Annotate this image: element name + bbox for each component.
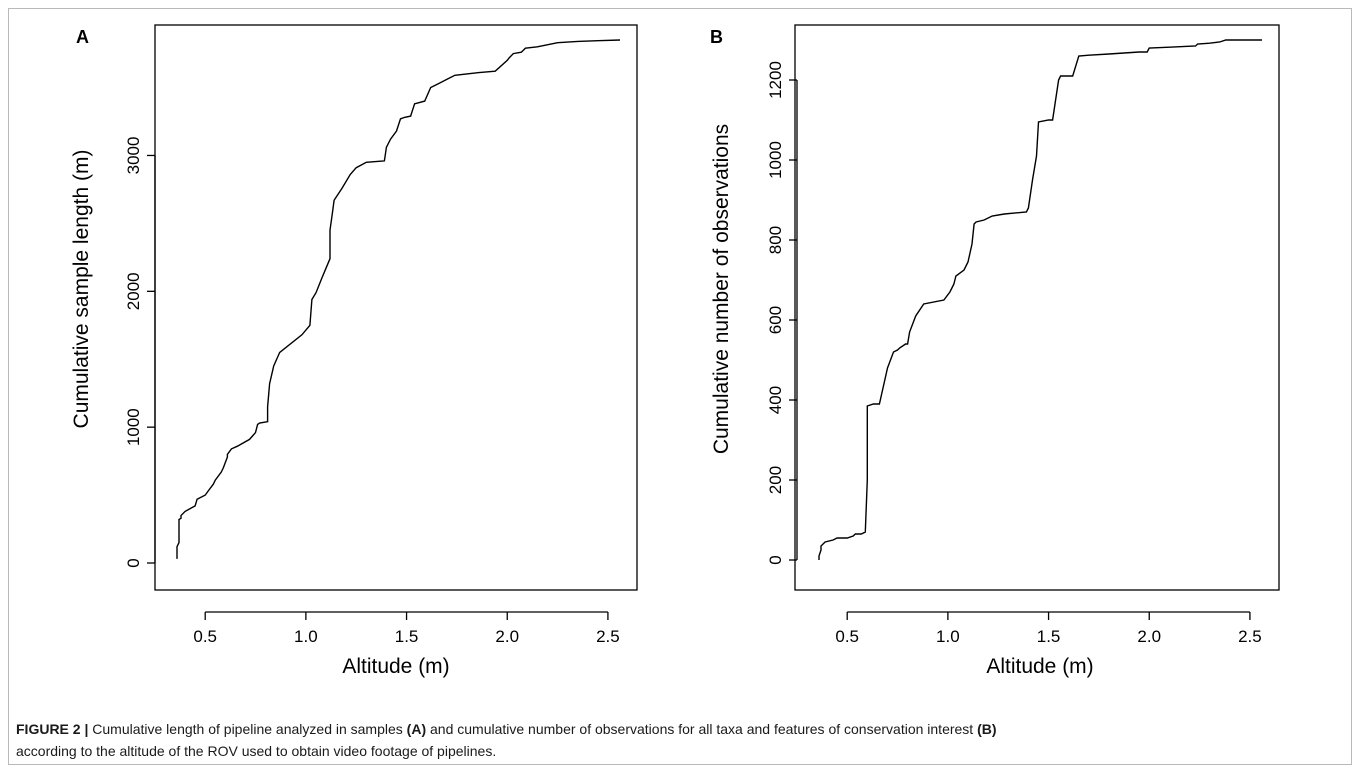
y-tick-label: 1000 (124, 408, 143, 446)
panel-a: A 0.5 1.0 1.5 2.0 2.5 0 1000 2000 3000 Altitude… (70, 24, 638, 678)
figure-frame (8, 8, 1352, 765)
panel-a-letter: A (76, 27, 89, 47)
caption-text-2: and cumulative number of observations fo… (426, 721, 978, 737)
panel-a-y-axis-label: Cumulative sample length (m) (70, 150, 93, 429)
y-tick-label: 3000 (124, 137, 143, 175)
panel-b-x-axis-label: Altitude (m) (986, 655, 1093, 678)
panel-b-series-group (818, 39, 1262, 560)
y-tick-label: 600 (766, 306, 785, 334)
y-tick-label: 1000 (766, 141, 785, 179)
x-tick-label: 2.0 (1137, 627, 1161, 646)
y-tick-label: 2000 (124, 272, 143, 310)
y-tick-label: 0 (766, 555, 785, 564)
panel-b: B 0.5 1.0 1.5 2.0 2.5 020040060080010001200 … (710, 24, 1280, 678)
x-tick-label: 1.0 (936, 627, 960, 646)
x-tick-label: 2.0 (495, 627, 519, 646)
caption-text-1: Cumulative length of pipeline analyzed i… (88, 721, 407, 737)
panel-b-series-line (818, 39, 1262, 560)
figure-caption: FIGURE 2 | Cumulative length of pipeline… (16, 718, 1336, 762)
y-tick-label: 1200 (766, 61, 785, 99)
panel-a-y-axis: 0 1000 2000 3000 (124, 137, 156, 568)
x-tick-label: 1.5 (1037, 627, 1061, 646)
x-tick-label: 0.5 (835, 627, 859, 646)
caption-ref-b: (B) (977, 721, 997, 737)
x-tick-label: 1.5 (395, 627, 419, 646)
x-tick-label: 2.5 (1238, 627, 1262, 646)
y-tick-label: 400 (766, 386, 785, 414)
panel-b-y-axis: 0 200 400 600 800 1000 1200 (766, 61, 798, 565)
y-tick-label: 800 (766, 226, 785, 254)
panel-a-series-line (176, 39, 621, 559)
y-tick-label: 200 (766, 466, 785, 494)
panel-b-y-axis-label: Cumulative number of observations (710, 124, 733, 454)
caption-ref-a: (A) (406, 721, 427, 737)
panel-b-plot-box (794, 24, 1280, 591)
panel-a-x-axis-label: Altitude (m) (342, 655, 449, 678)
panel-b-letter: B (710, 27, 723, 47)
panel-a-x-axis: 0.5 1.0 1.5 2.0 2.5 (193, 611, 620, 646)
caption-text-3: according to the altitude of the ROV use… (16, 743, 497, 759)
x-tick-label: 1.0 (294, 627, 318, 646)
panel-b-x-axis: 0.5 1.0 1.5 2.0 2.5 (835, 611, 1262, 646)
x-tick-label: 2.5 (596, 627, 620, 646)
panel-a-plot-box (154, 24, 638, 591)
panel-a-series-group (176, 39, 621, 559)
y-tick-label: 0 (124, 558, 143, 567)
caption-label: FIGURE 2 | (16, 721, 89, 737)
x-tick-label: 0.5 (193, 627, 217, 646)
